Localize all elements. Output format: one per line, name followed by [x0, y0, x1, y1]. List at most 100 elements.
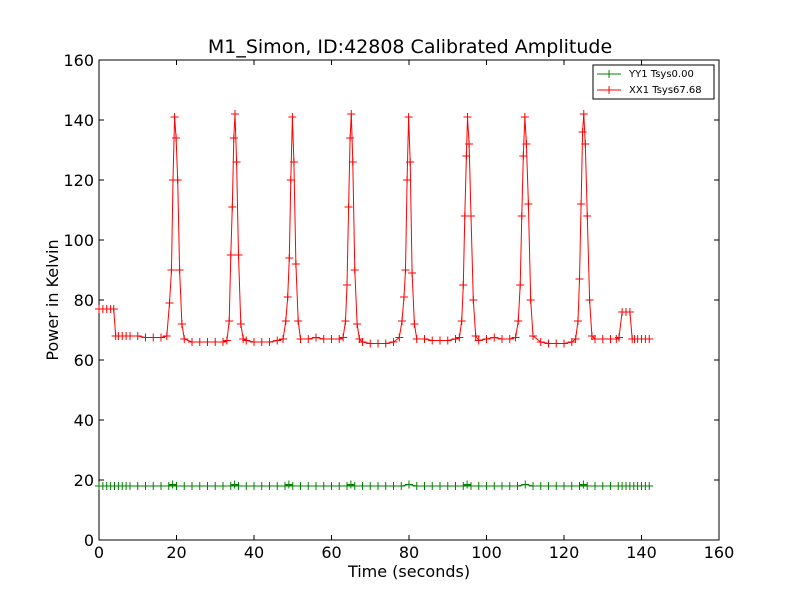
data-point [471, 332, 480, 340]
data-point [319, 335, 328, 343]
data-point [467, 482, 475, 490]
data-point [505, 482, 514, 490]
data-point [175, 266, 184, 274]
data-point [412, 482, 421, 490]
data-point [283, 293, 292, 301]
series-1 [95, 110, 654, 348]
data-point [526, 296, 535, 304]
data-point [498, 482, 506, 490]
y-axis-label: Power in Kelvin [43, 239, 62, 360]
data-point [231, 110, 240, 118]
data-point [408, 269, 417, 277]
data-point [436, 336, 444, 345]
data-point [406, 158, 415, 166]
data-point [229, 134, 238, 142]
y-tick-label: 20 [74, 471, 94, 490]
x-tick-label: 140 [626, 543, 657, 562]
data-point [304, 482, 313, 490]
data-point [358, 338, 367, 346]
data-point [236, 320, 245, 328]
data-point [463, 480, 472, 489]
legend-label-yy1: YY1 Tsys0.00 [628, 69, 694, 80]
data-point [381, 339, 390, 348]
data-point [482, 482, 491, 490]
data-point [265, 482, 274, 490]
data-point [374, 482, 382, 490]
data-point [343, 482, 351, 490]
data-point [521, 480, 530, 489]
x-tick-label: 100 [471, 543, 502, 562]
x-tick-label: 160 [704, 543, 735, 562]
data-point [257, 338, 266, 346]
data-point [436, 482, 444, 490]
data-point [281, 482, 289, 490]
y-tick-label: 0 [84, 531, 94, 550]
x-tick-label: 120 [549, 543, 580, 562]
data-point [366, 482, 375, 490]
data-point [346, 480, 355, 489]
legend-marker-xx1: + [604, 83, 614, 97]
data-point [455, 333, 464, 342]
data-point [578, 128, 587, 136]
data-point [312, 482, 320, 490]
data-point [374, 339, 382, 348]
data-point [522, 140, 531, 148]
data-point [289, 158, 298, 166]
data-point [335, 482, 344, 490]
data-point [172, 134, 181, 142]
data-point [312, 333, 320, 342]
data-point [339, 333, 348, 342]
data-point [591, 482, 599, 490]
data-point [467, 212, 475, 220]
data-point [571, 335, 580, 343]
legend: + YY1 Tsys0.00 + XX1 Tsys67.68 [592, 64, 715, 100]
data-point [577, 200, 586, 208]
y-tick-label: 100 [63, 231, 94, 250]
data-point [552, 339, 561, 348]
data-point [381, 482, 390, 490]
y-tick-label: 160 [63, 51, 94, 70]
data-point [234, 251, 243, 259]
data-point [350, 266, 359, 274]
data-point [398, 317, 407, 325]
data-point [164, 482, 173, 490]
data-point [451, 335, 460, 343]
data-point [443, 482, 452, 490]
chart-title: M1_Simon, ID:42808 Calibrated Amplitude [208, 36, 612, 58]
data-point [598, 482, 607, 490]
data-point [195, 482, 204, 490]
data-point [250, 338, 258, 346]
data-point [149, 482, 158, 490]
data-point [401, 266, 410, 274]
data-point [645, 335, 654, 343]
data-point [228, 203, 237, 211]
data-point [469, 296, 478, 304]
data-point [288, 482, 297, 490]
data-point [304, 335, 313, 343]
data-point [389, 482, 398, 490]
data-point [567, 482, 576, 490]
legend-marker-yy1: + [604, 67, 614, 81]
data-point [291, 260, 300, 268]
data-point [180, 335, 189, 343]
data-point [463, 113, 472, 121]
data-point [465, 140, 474, 148]
data-point [519, 152, 528, 160]
data-point [242, 482, 251, 490]
data-point [598, 335, 607, 343]
data-point [281, 317, 290, 325]
data-point [536, 482, 545, 490]
series-0 [95, 480, 654, 490]
data-point [462, 152, 471, 160]
data-point [188, 338, 196, 346]
legend-label-xx1: XX1 Tsys67.68 [629, 85, 702, 96]
data-point [490, 482, 499, 490]
data-point [645, 482, 654, 490]
data-point [536, 338, 545, 346]
data-point [353, 320, 362, 328]
data-point [203, 482, 212, 490]
data-point [167, 266, 176, 274]
data-point [457, 317, 466, 325]
data-point [285, 254, 294, 262]
data-point [514, 317, 523, 325]
